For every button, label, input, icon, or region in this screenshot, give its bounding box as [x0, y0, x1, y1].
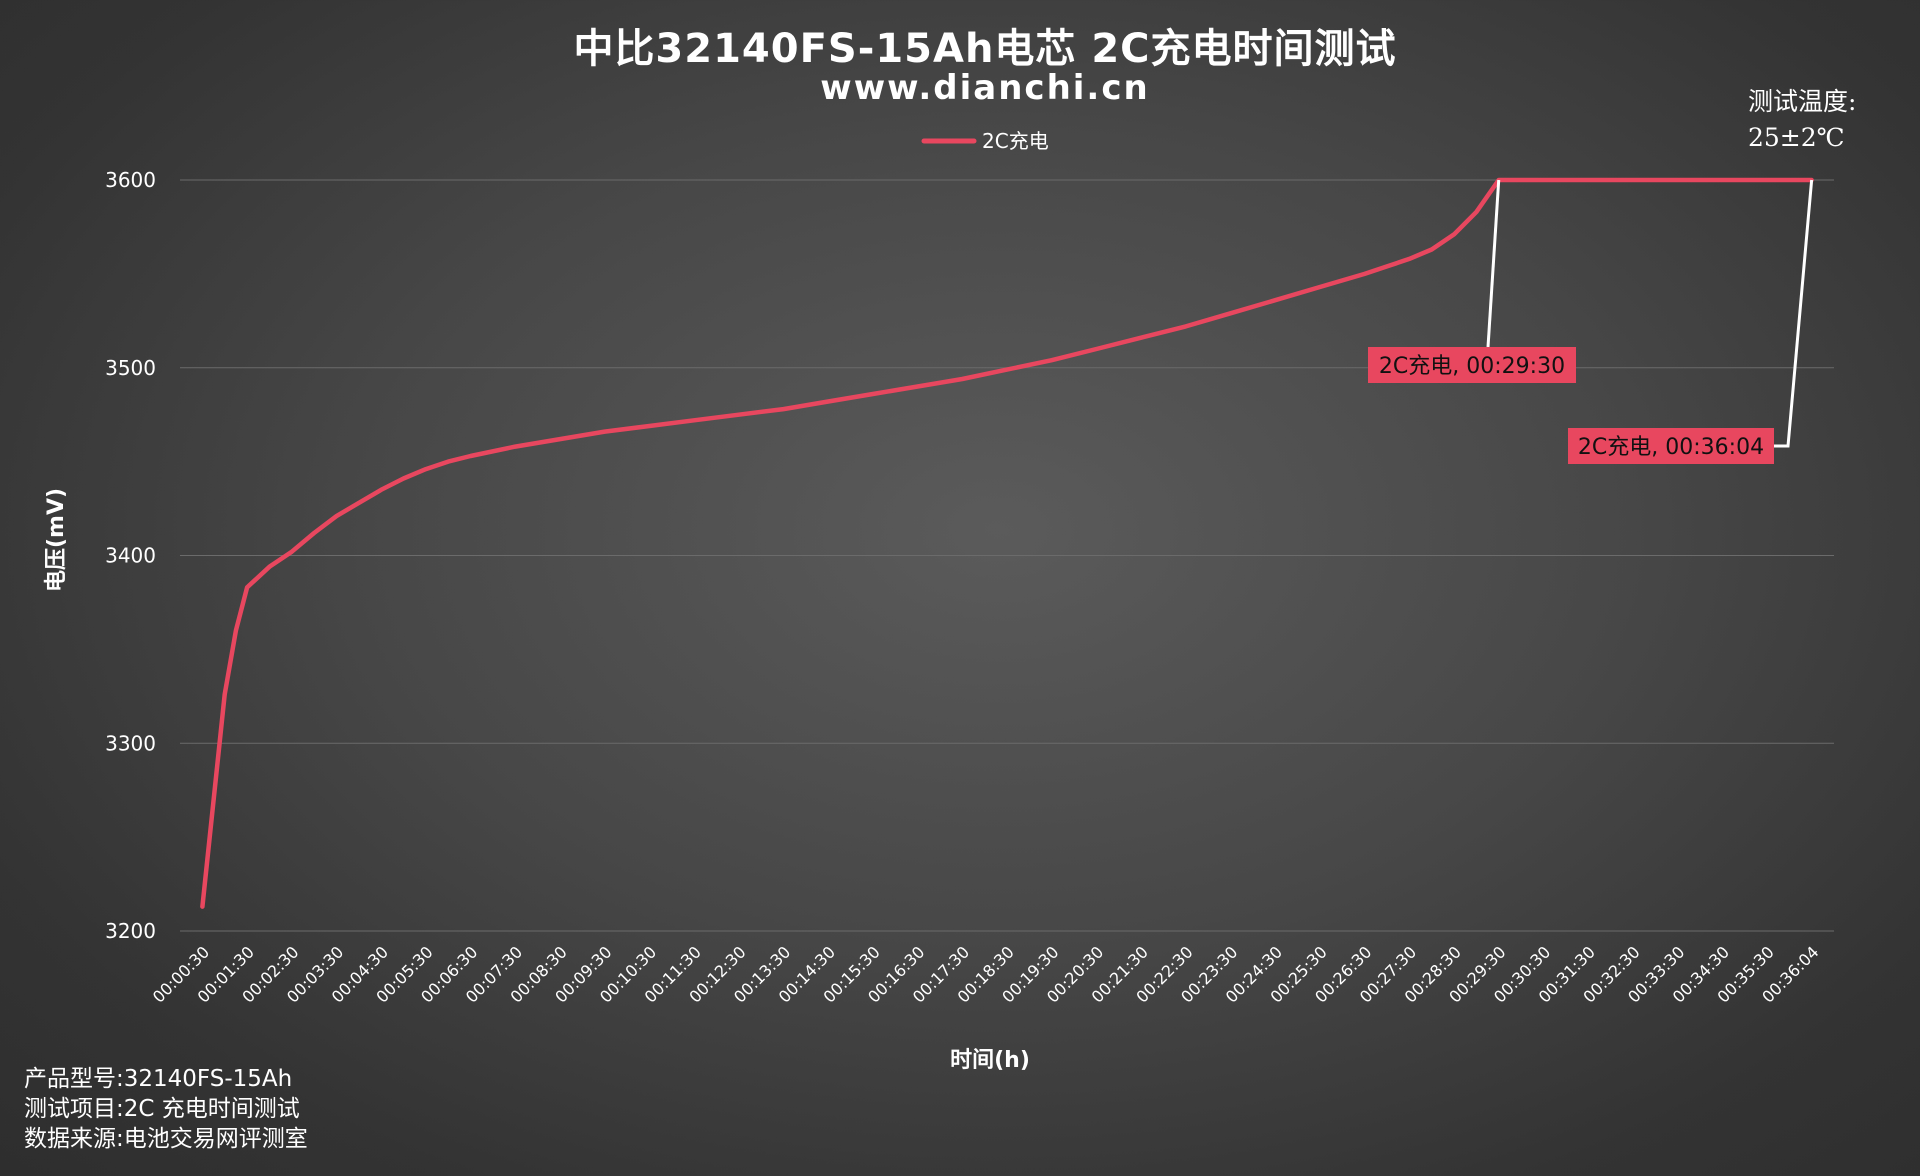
- temperature-value: 25±2℃: [1748, 123, 1845, 152]
- info-model: 产品型号:32140FS-15Ah: [24, 1066, 293, 1092]
- legend-label: 2C充电: [982, 129, 1049, 153]
- info-test-item: 测试项目:2C 充电时间测试: [24, 1096, 300, 1122]
- y-tick-label: 3300: [105, 731, 156, 755]
- x-axis-title: 时间(h): [950, 1048, 1030, 1073]
- annotation-leader: [1486, 179, 1501, 348]
- y-axis-ticks: 3200 3300 3400 3500 3600: [105, 168, 156, 943]
- y-tick-label: 3500: [105, 356, 156, 380]
- series-line-2c: [200, 177, 1814, 909]
- y-tick-label: 3400: [105, 544, 156, 568]
- legend: 2C充电: [921, 129, 1049, 153]
- annotation-box: [1368, 347, 1576, 383]
- info-block: 产品型号:32140FS-15Ah 测试项目:2C 充电时间测试 数据来源:电池…: [24, 1064, 308, 1154]
- y-axis-title: 电压(mV): [44, 488, 69, 592]
- chart-title: 中比32140FS-15Ah电芯 2C充电时间测试: [573, 26, 1397, 72]
- annotations: 2C充电, 00:29:30 2C充电, 00:36:04: [1368, 179, 1814, 464]
- annotation-label: 2C充电, 00:36:04: [1578, 435, 1764, 460]
- chart-subtitle: www.dianchi.cn: [820, 68, 1150, 108]
- x-axis-ticks: 00:00:3000:01:3000:02:3000:03:3000:04:30…: [149, 942, 1823, 1006]
- temperature-note: 测试温度: 25±2℃: [1748, 84, 1856, 156]
- info-source: 数据来源:电池交易网评测室: [24, 1126, 308, 1152]
- y-tick-label: 3200: [105, 919, 156, 943]
- temperature-label: 测试温度:: [1748, 87, 1857, 116]
- gridlines: [180, 179, 1834, 932]
- annotation-label: 2C充电, 00:29:30: [1379, 354, 1565, 379]
- y-tick-label: 3600: [105, 168, 156, 192]
- annotation-box: [1568, 428, 1774, 464]
- annotation-leader: [1774, 179, 1814, 448]
- series-layer: [200, 177, 1814, 909]
